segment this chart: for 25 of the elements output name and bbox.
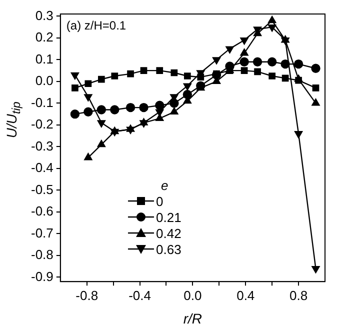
x-tick-label: -0.4 — [128, 288, 151, 303]
legend-label: 0.42 — [156, 226, 182, 240]
y-tick-label: -0.7 — [30, 225, 54, 240]
x-tick-label: 0.8 — [290, 288, 308, 303]
legend-label: 0.63 — [156, 242, 182, 256]
y-tick-label: -0.2 — [30, 116, 54, 132]
y-tick-label: 0.3 — [35, 8, 54, 23]
y-tick-label: -0.6 — [30, 204, 54, 219]
y-tick-label: -0.9 — [30, 268, 54, 284]
x-tick-label: 0.0 — [184, 288, 202, 303]
y-tick-label: 0.2 — [35, 30, 54, 45]
y-tick-label: -0.3 — [30, 138, 54, 154]
legend-label: 0 — [156, 194, 164, 208]
y-tick-label: -0.4 — [30, 160, 54, 176]
x-tick-label: 0.4 — [236, 288, 255, 303]
annotation: (a) z/H=0.1 — [66, 18, 126, 32]
y-tick-label: -0.1 — [30, 94, 54, 110]
x-tick-label: -0.8 — [76, 288, 98, 303]
y-tick-label: -0.5 — [30, 182, 54, 197]
x-axis-title: r/R — [183, 310, 202, 326]
legend-title: e — [160, 178, 170, 193]
y-tick-label: 0.0 — [35, 73, 54, 88]
legend-label: 0.21 — [156, 210, 182, 224]
y-tick-label: 0.1 — [35, 51, 54, 66]
y-tick-label: -0.8 — [30, 247, 54, 262]
